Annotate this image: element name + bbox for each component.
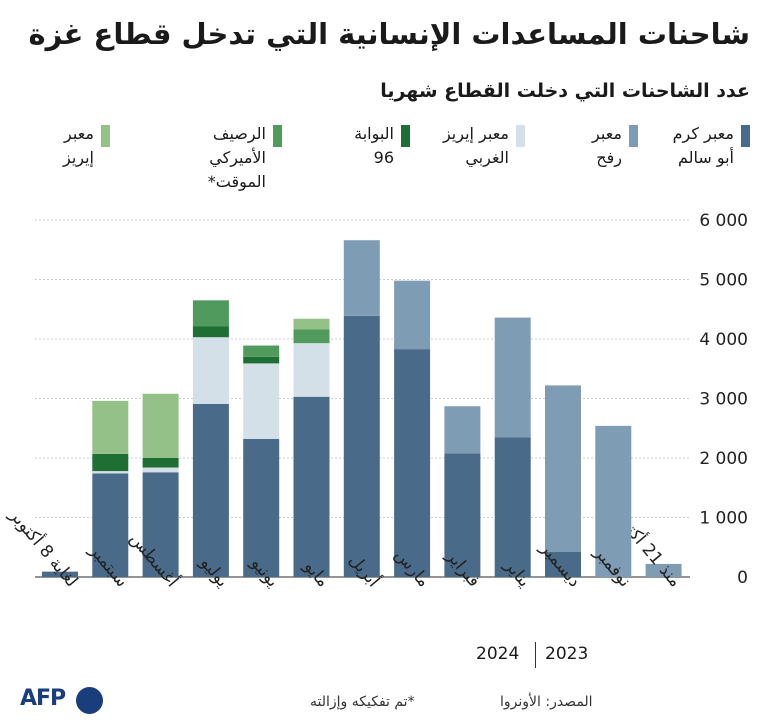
bar-segment: [42, 571, 78, 577]
afp-logo-dot: [76, 687, 103, 714]
legend-label: الرصيف الأميركي الموقت*: [207, 124, 266, 191]
y-tick-label: 4 000: [699, 330, 748, 350]
bar-segment: [243, 356, 280, 364]
bar-segment: [394, 280, 431, 350]
footnote: *تم تفكيكه وإزالته: [310, 694, 415, 710]
y-tick-label: 0: [737, 568, 748, 588]
legend-swatch: [273, 125, 282, 147]
bar-segment: [545, 385, 581, 553]
legend-label: معبر كرم أبو سالم: [672, 124, 734, 167]
chart-title: شاحنات المساعدات الإنسانية التي تدخل قطا…: [28, 17, 750, 51]
legend-item: معبر رفح: [508, 122, 638, 192]
legend: معبر كرم أبو سالم معبر رفح معبر إيريز الغر…: [10, 122, 750, 192]
bar-segment: [293, 343, 330, 397]
bar-segment: [142, 472, 179, 577]
legend-swatch: [101, 125, 110, 147]
bar-segment: [343, 315, 380, 577]
bar-segment: [243, 345, 280, 357]
year-separator: [535, 642, 536, 668]
bar-segment: [293, 396, 330, 577]
bar-segment: [343, 240, 380, 316]
bar-segment: [192, 300, 229, 327]
legend-swatch: [629, 125, 638, 147]
bar-segment: [92, 471, 129, 474]
bar-segment: [192, 337, 229, 404]
bar-segment: [142, 467, 179, 473]
source-note: المصدر: الأونروا: [500, 694, 593, 710]
y-tick-label: 1 000: [699, 509, 748, 529]
bar-segment: [92, 400, 129, 454]
afp-logo: AFP: [20, 686, 66, 711]
bar-segment: [243, 363, 280, 439]
y-tick-label: 5 000: [699, 271, 748, 291]
legend-swatch: [516, 125, 525, 147]
legend-label: معبر إيريز الغربي: [442, 124, 509, 167]
bar-segment: [192, 326, 229, 338]
year-label-2024: 2024: [476, 644, 520, 664]
x-tick-label: لغاية 8 أكتوبر: [5, 504, 83, 592]
legend-swatch: [401, 125, 410, 147]
bar-segment: [494, 317, 531, 438]
legend-item: البوابة 96: [280, 122, 410, 192]
bar-segment: [243, 438, 280, 577]
bar-segment: [394, 349, 431, 577]
bar-segment: [494, 437, 531, 577]
legend-item: الرصيف الأميركي الموقت*: [152, 122, 282, 192]
chart-subtitle: عدد الشاحنات التي دخلت القطاع شهريا: [380, 80, 750, 102]
y-tick-label: 2 000: [699, 449, 748, 469]
legend-label: البوابة 96: [354, 124, 394, 167]
y-tick-label: 6 000: [699, 211, 748, 231]
bar-segment: [444, 406, 481, 454]
legend-item: معبر كرم أبو سالم: [620, 122, 750, 192]
bar-segment: [444, 453, 481, 577]
bar-segment: [293, 318, 330, 330]
year-label-2023: 2023: [545, 644, 589, 664]
bar-segment: [293, 329, 330, 344]
bar-segment: [545, 552, 581, 577]
bar-segment: [192, 403, 229, 577]
bar-segment: [92, 473, 129, 577]
legend-label: معبر إيريز: [62, 124, 94, 167]
bar-segment: [92, 453, 129, 472]
bar-segment: [142, 393, 179, 458]
legend-swatch: [741, 125, 750, 147]
y-tick-label: 3 000: [699, 390, 748, 410]
bar-segment: [645, 563, 682, 577]
bar-segment: [595, 425, 632, 577]
legend-item: معبر إيريز: [0, 122, 110, 192]
legend-label: معبر رفح: [592, 124, 622, 167]
bar-segment: [142, 458, 179, 468]
legend-item: معبر إيريز الغربي: [395, 122, 525, 192]
